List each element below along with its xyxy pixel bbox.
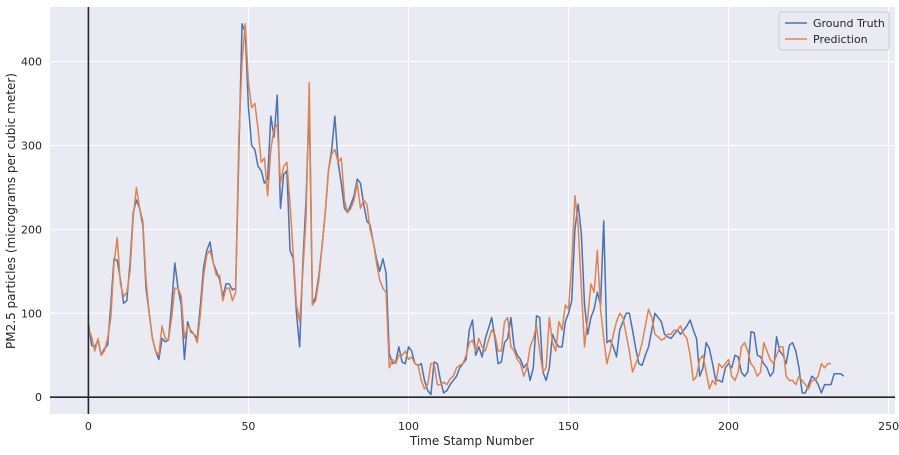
zero-reference-lines (50, 7, 895, 414)
x-tick-label: 200 (718, 420, 739, 433)
y-tick-label: 300 (21, 139, 42, 152)
y-tick-label: 100 (21, 307, 42, 320)
y-tick-label: 0 (35, 391, 42, 404)
y-tick-label: 400 (21, 56, 42, 69)
x-tick-label: 250 (878, 420, 899, 433)
series-line-1 (87, 23, 831, 390)
y-tick-label: 200 (21, 223, 42, 236)
legend-entry-0: Ground Truth (813, 17, 885, 30)
legend-entry-1: Prediction (813, 33, 868, 46)
legend: Ground Truth Prediction (778, 11, 890, 51)
x-tick-label: 150 (558, 420, 579, 433)
x-axis-label: Time Stamp Number (409, 434, 534, 448)
x-tick-label: 100 (398, 420, 419, 433)
x-tick-label: 0 (85, 420, 92, 433)
series-lines (87, 23, 845, 396)
y-axis-label: PM2.5 particles (micrograms per cubic me… (4, 73, 18, 349)
x-tick-label: 50 (241, 420, 255, 433)
y-axis-ticks: 0 100 200 300 400 (21, 56, 42, 405)
x-axis-ticks: 0 50 100 150 200 250 (85, 420, 899, 433)
plot-background (50, 7, 895, 414)
legend-box (778, 11, 890, 51)
